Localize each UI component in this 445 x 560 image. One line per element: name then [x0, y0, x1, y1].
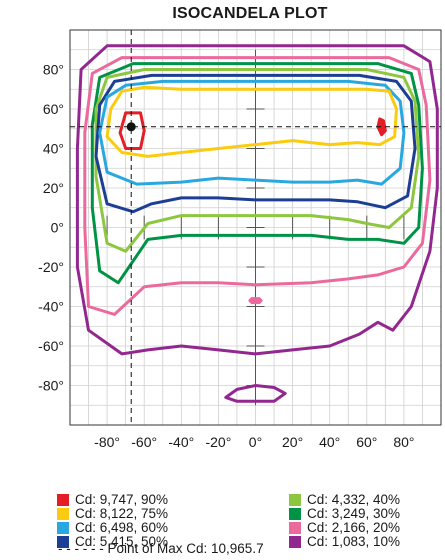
y-tick-label: 0°	[51, 220, 64, 236]
legend-item-30: Cd: 3,249, 30%	[289, 507, 400, 521]
y-tick-label: -80°	[38, 378, 64, 394]
legend-label: Cd: 6,498, 60%	[75, 520, 169, 535]
legend-swatch	[289, 494, 301, 506]
legend-swatch	[57, 508, 69, 520]
contour-7	[75, 44, 439, 356]
legend-swatch	[289, 508, 301, 520]
legend-swatch	[57, 522, 69, 534]
legend-label: Cd: 3,249, 30%	[307, 506, 401, 521]
y-tick-label: 20°	[43, 180, 64, 196]
contour-island-7	[224, 384, 287, 403]
max-point-marker	[126, 122, 136, 132]
legend-item-50: Cd: 5,415, 50%	[57, 535, 168, 549]
y-tick-label: 60°	[43, 101, 64, 117]
x-tick-label: -80°	[94, 434, 120, 450]
x-tick-label: -40°	[168, 434, 194, 450]
contour-0	[118, 111, 146, 150]
contour-island-6	[248, 297, 263, 305]
y-tick-label: -40°	[38, 299, 64, 315]
y-tick-label: -20°	[38, 259, 64, 275]
y-tick-label: 80°	[43, 62, 64, 78]
legend-item-90: Cd: 9,747, 90%	[57, 493, 168, 507]
legend-label: Cd: 5,415, 50%	[75, 534, 169, 549]
legend-label: Cd: 8,122, 75%	[75, 506, 169, 521]
x-tick-label: 40°	[319, 434, 340, 450]
legend-item-75: Cd: 8,122, 75%	[57, 507, 168, 521]
contour-island-0	[376, 117, 387, 137]
x-tick-label: 80°	[393, 434, 414, 450]
x-tick-label: -20°	[205, 434, 231, 450]
contour-4	[94, 68, 421, 253]
contour-5	[90, 62, 424, 285]
legend-left: Cd: 9,747, 90% Cd: 8,122, 75% Cd: 6,498,…	[57, 493, 168, 549]
x-tick-label: 60°	[356, 434, 377, 450]
legend-label: Cd: 2,166, 20%	[307, 520, 401, 535]
legend-label: Cd: 9,747, 90%	[75, 492, 169, 507]
plot-border	[69, 29, 442, 426]
legend-label: Cd: 1,083, 10%	[307, 534, 401, 549]
chart-title: ISOCANDELA PLOT	[172, 5, 328, 22]
legend-item-40: Cd: 4,332, 40%	[289, 493, 400, 507]
contour-6	[83, 56, 432, 316]
max-point-footnote: - - - - - - Point of Max Cd: 10,965.7	[58, 541, 264, 556]
legend-swatch	[289, 536, 301, 548]
legend-label: Cd: 4,332, 40%	[307, 492, 401, 507]
legend-swatch	[57, 536, 69, 548]
legend-item-10: Cd: 1,083, 10%	[289, 535, 400, 549]
legend-item-60: Cd: 6,498, 60%	[57, 521, 168, 535]
legend-right: Cd: 4,332, 40% Cd: 3,249, 30% Cd: 2,166,…	[289, 493, 400, 549]
legend-item-20: Cd: 2,166, 20%	[289, 521, 400, 535]
legend-swatch	[57, 494, 69, 506]
y-tick-label: 40°	[43, 141, 64, 157]
x-tick-label: -60°	[131, 434, 157, 450]
contour-2	[98, 79, 406, 186]
x-tick-label: 20°	[282, 434, 303, 450]
x-tick-label: 0°	[249, 434, 262, 450]
legend-swatch	[289, 522, 301, 534]
y-tick-label: -60°	[38, 338, 64, 354]
contour-3	[94, 73, 417, 214]
contour-1	[105, 85, 398, 158]
